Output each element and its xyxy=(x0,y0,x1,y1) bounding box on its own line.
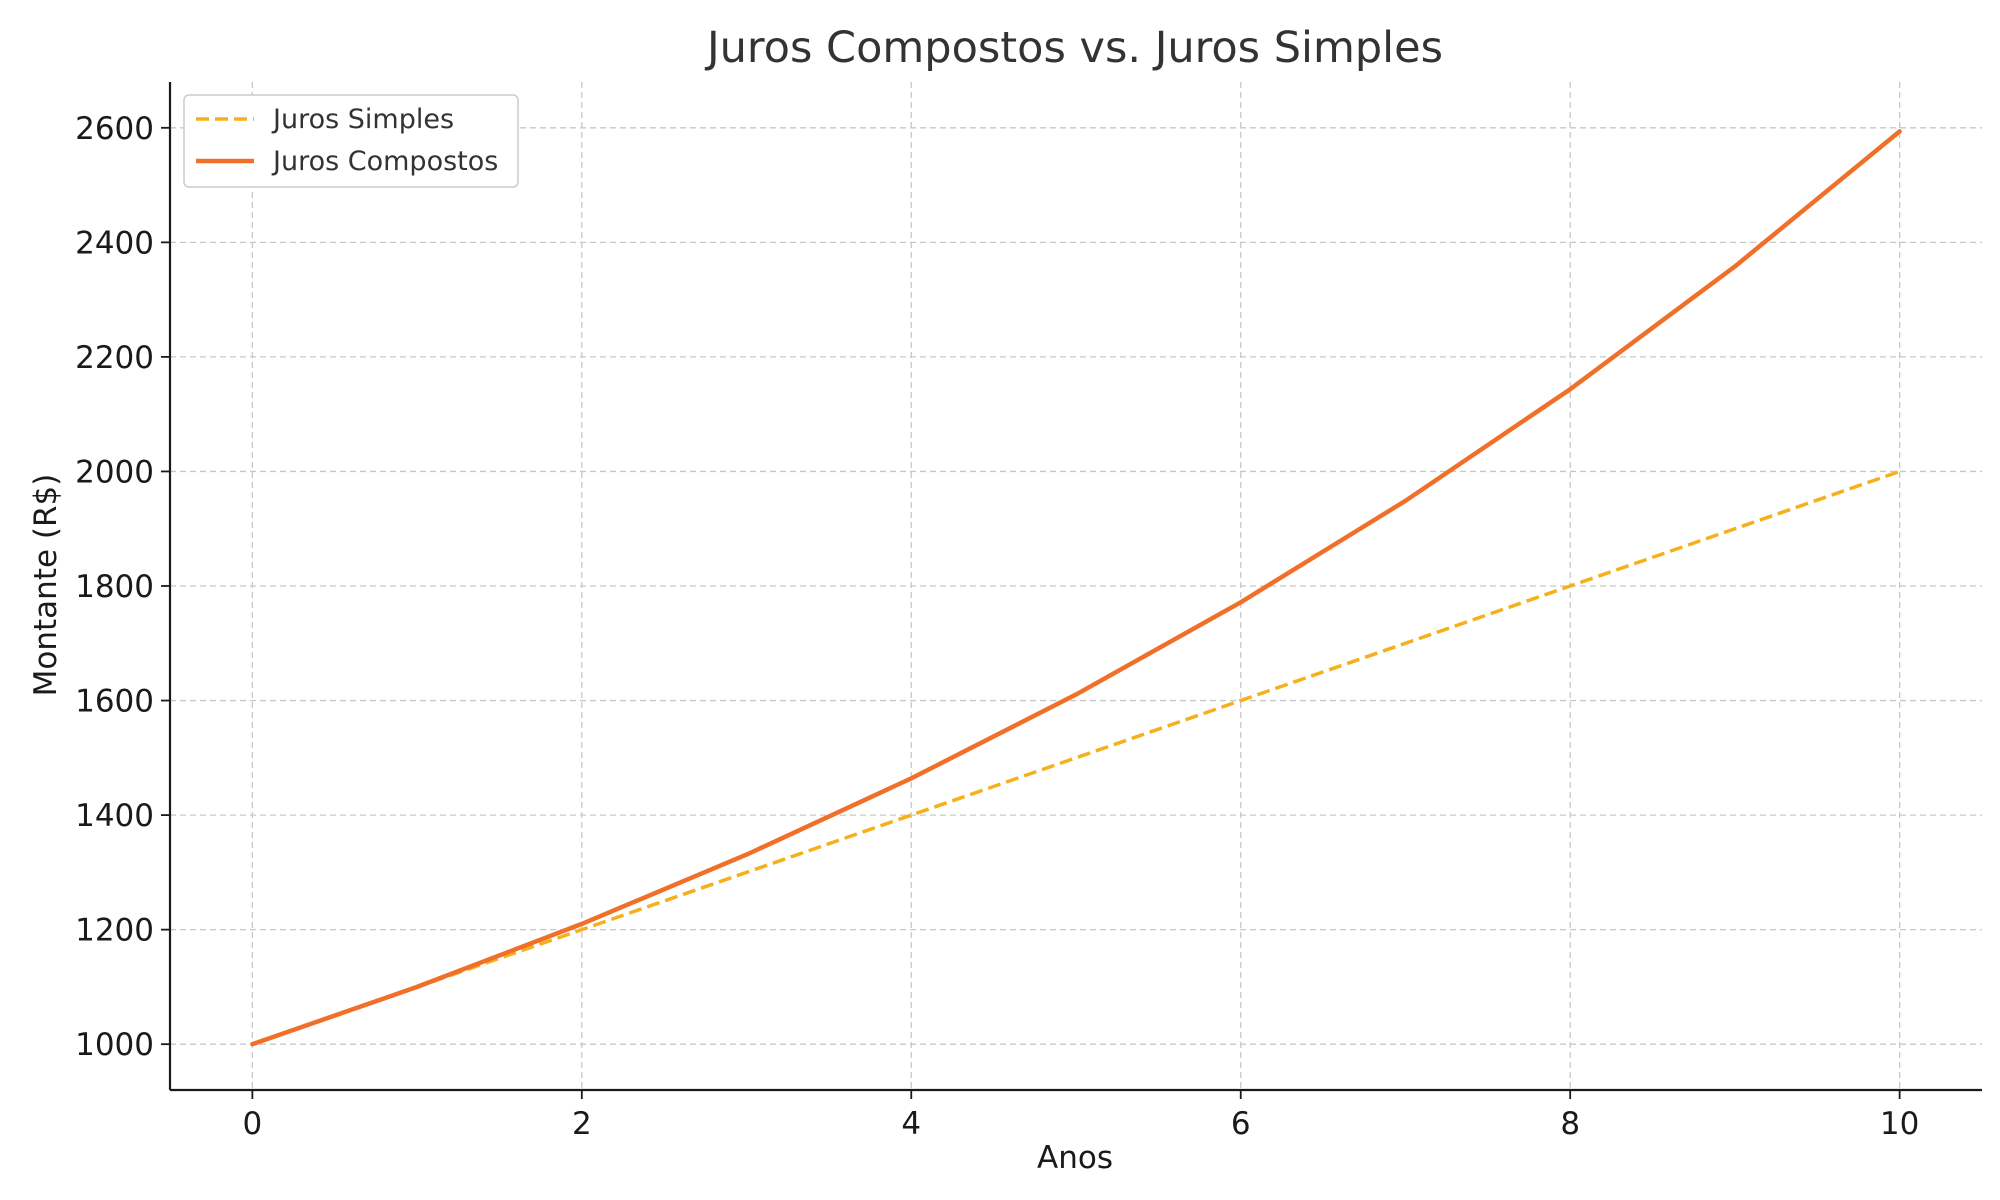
legend: Juros Simples Juros Compostos xyxy=(183,94,519,188)
series-layer xyxy=(250,129,1902,1047)
y-tick-label: 2000 xyxy=(75,454,154,490)
chart-title: Juros Compostos vs. Juros Simples xyxy=(704,23,1443,73)
y-tick-label: 1200 xyxy=(75,913,154,949)
y-tick-label: 1400 xyxy=(75,798,154,834)
series-line-simples xyxy=(251,469,1901,1046)
legend-label-compostos: Juros Compostos xyxy=(271,146,498,177)
y-tick-label: 2400 xyxy=(75,225,154,261)
legend-box xyxy=(183,94,519,188)
y-ticks: 1000 1200 1400 1600 1800 2000 2200 2400 2600 xyxy=(75,111,170,1063)
y-tick-label: 2200 xyxy=(75,340,154,376)
x-axis-label: Anos xyxy=(1037,1140,1113,1176)
x-tick-label: 10 xyxy=(1880,1106,1919,1142)
y-tick-label: 1800 xyxy=(75,569,154,605)
y-axis-label: Montante (R$) xyxy=(28,474,64,697)
x-tick-label: 8 xyxy=(1560,1106,1580,1142)
x-tick-label: 6 xyxy=(1231,1106,1251,1142)
y-tick-label: 1600 xyxy=(75,684,154,720)
x-ticks: 0 2 4 6 8 10 xyxy=(242,1090,1919,1142)
x-tick-label: 4 xyxy=(901,1106,921,1142)
y-tick-label: 2600 xyxy=(75,111,154,147)
legend-label-simples: Juros Simples xyxy=(271,104,454,135)
series-line-compostos xyxy=(250,129,1902,1047)
x-tick-label: 2 xyxy=(572,1106,592,1142)
y-tick-label: 1000 xyxy=(75,1027,154,1063)
x-tick-label: 0 xyxy=(242,1106,262,1142)
grid xyxy=(170,82,1982,1090)
